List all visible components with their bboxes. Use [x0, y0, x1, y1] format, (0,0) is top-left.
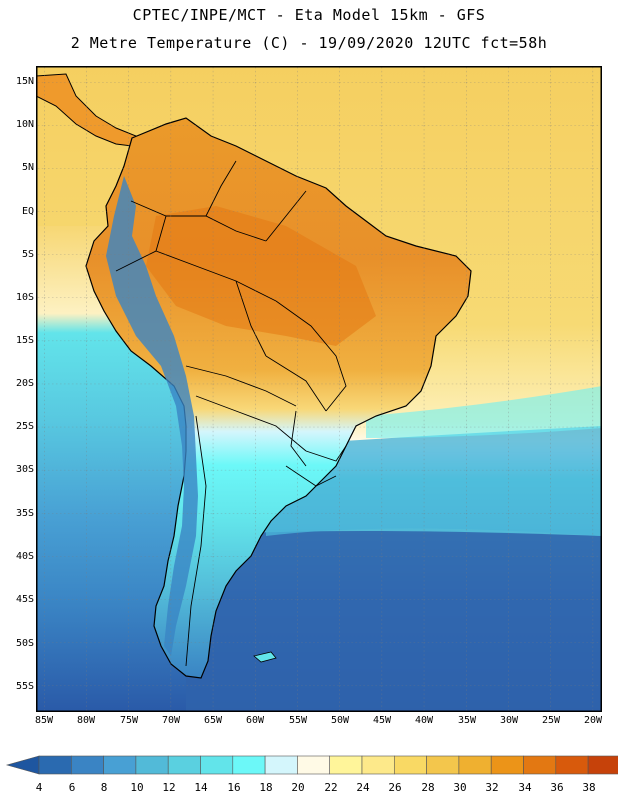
- colorbar-label: 32: [485, 781, 499, 794]
- lon-label: 65W: [203, 715, 223, 726]
- lon-label: 75W: [119, 715, 139, 726]
- lon-label: 30W: [499, 715, 519, 726]
- lat-label: 15S: [15, 335, 34, 346]
- lat-label: 30S: [15, 464, 34, 475]
- map-frame: [36, 66, 602, 712]
- lat-label: 15N: [15, 76, 34, 87]
- colorbar-label: 26: [388, 781, 402, 794]
- lon-label: 45W: [372, 715, 392, 726]
- lon-label: 50W: [330, 715, 350, 726]
- colorbar-label: 38: [582, 781, 596, 794]
- colorbar-label: 6: [68, 781, 76, 794]
- lat-label: 5N: [21, 162, 34, 173]
- colorbar-label: 24: [356, 781, 370, 794]
- lat-label: EQ: [21, 206, 34, 217]
- colorbar-cell: [587, 755, 618, 775]
- colorbar-cell: [329, 755, 363, 775]
- colorbar-label: 14: [194, 781, 208, 794]
- colorbar-cell: [103, 755, 137, 775]
- graticule: [36, 66, 602, 712]
- lat-label: 10S: [15, 292, 34, 303]
- colorbar-cell: [555, 755, 589, 775]
- lat-label: 55S: [15, 681, 34, 692]
- colorbar-cell: [200, 755, 234, 775]
- lon-label: 35W: [457, 715, 477, 726]
- colorbar-label: 28: [421, 781, 435, 794]
- colorbar-arrow-low: [5, 755, 40, 775]
- colorbar-cell: [426, 755, 460, 775]
- colorbar-label: 36: [550, 781, 564, 794]
- colorbar-cell: [523, 755, 557, 775]
- colorbar-cell: [38, 755, 72, 775]
- lat-label: 35S: [15, 508, 34, 519]
- lat-label: 5S: [21, 249, 34, 260]
- colorbar-cell: [167, 755, 201, 775]
- lon-label: 70W: [161, 715, 181, 726]
- colorbar-cell: [393, 755, 427, 775]
- lat-label: 10N: [15, 119, 34, 130]
- colorbar-label: 22: [324, 781, 338, 794]
- lat-label: 40S: [15, 551, 34, 562]
- colorbar: [5, 755, 618, 775]
- colorbar-cell: [297, 755, 330, 775]
- colorbar-cell: [71, 755, 104, 775]
- lon-label: 25W: [541, 715, 561, 726]
- lat-label: 20S: [15, 378, 34, 389]
- lon-label: 85W: [34, 715, 54, 726]
- colorbar-label: 12: [162, 781, 176, 794]
- colorbar-label: 20: [291, 781, 305, 794]
- colorbar-label: 10: [130, 781, 144, 794]
- colorbar-label: 8: [100, 781, 108, 794]
- colorbar-label: 4: [35, 781, 43, 794]
- lon-label: 20W: [583, 715, 603, 726]
- chart-title-line2: 2 Metre Temperature (C) - 19/09/2020 12U…: [70, 34, 548, 52]
- temperature-map: [36, 66, 602, 712]
- colorbar-cell: [264, 755, 298, 775]
- colorbar-label: 18: [259, 781, 273, 794]
- chart-title-line1: CPTEC/INPE/MCT - Eta Model 15km - GFS: [132, 6, 486, 24]
- lon-label: 80W: [76, 715, 96, 726]
- colorbar-cell: [232, 755, 266, 775]
- colorbar-label: 30: [453, 781, 467, 794]
- lat-label: 25S: [15, 421, 34, 432]
- colorbar-label: 34: [518, 781, 532, 794]
- colorbar-cell: [361, 755, 395, 775]
- colorbar-cell: [135, 755, 169, 775]
- lat-label: 50S: [15, 638, 34, 649]
- lon-label: 60W: [245, 715, 265, 726]
- lon-label: 40W: [414, 715, 434, 726]
- colorbar-cell: [458, 755, 492, 775]
- colorbar-cell: [490, 755, 524, 775]
- colorbar-label: 16: [227, 781, 241, 794]
- lon-label: 55W: [288, 715, 308, 726]
- lat-label: 45S: [15, 594, 34, 605]
